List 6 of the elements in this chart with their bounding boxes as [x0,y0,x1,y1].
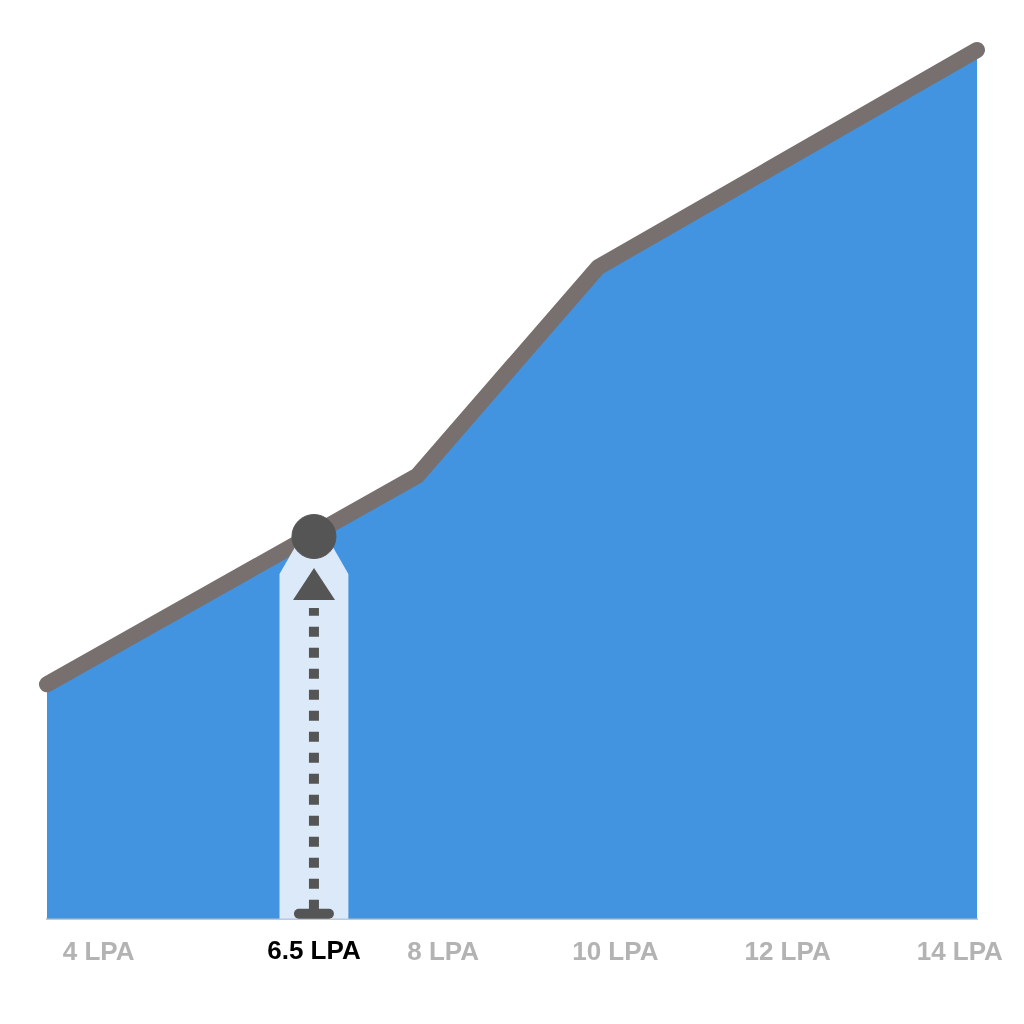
x-tick-label: 14 LPA [916,935,1004,966]
x-tick-label: 4 LPA [62,935,135,966]
ref-line-label: 6.5 LPA [267,934,361,965]
x-tick-label: 12 LPA [744,935,831,966]
x-tick-label: 8 LPA [407,935,480,966]
x-tick-label: 10 LPA [572,935,659,966]
